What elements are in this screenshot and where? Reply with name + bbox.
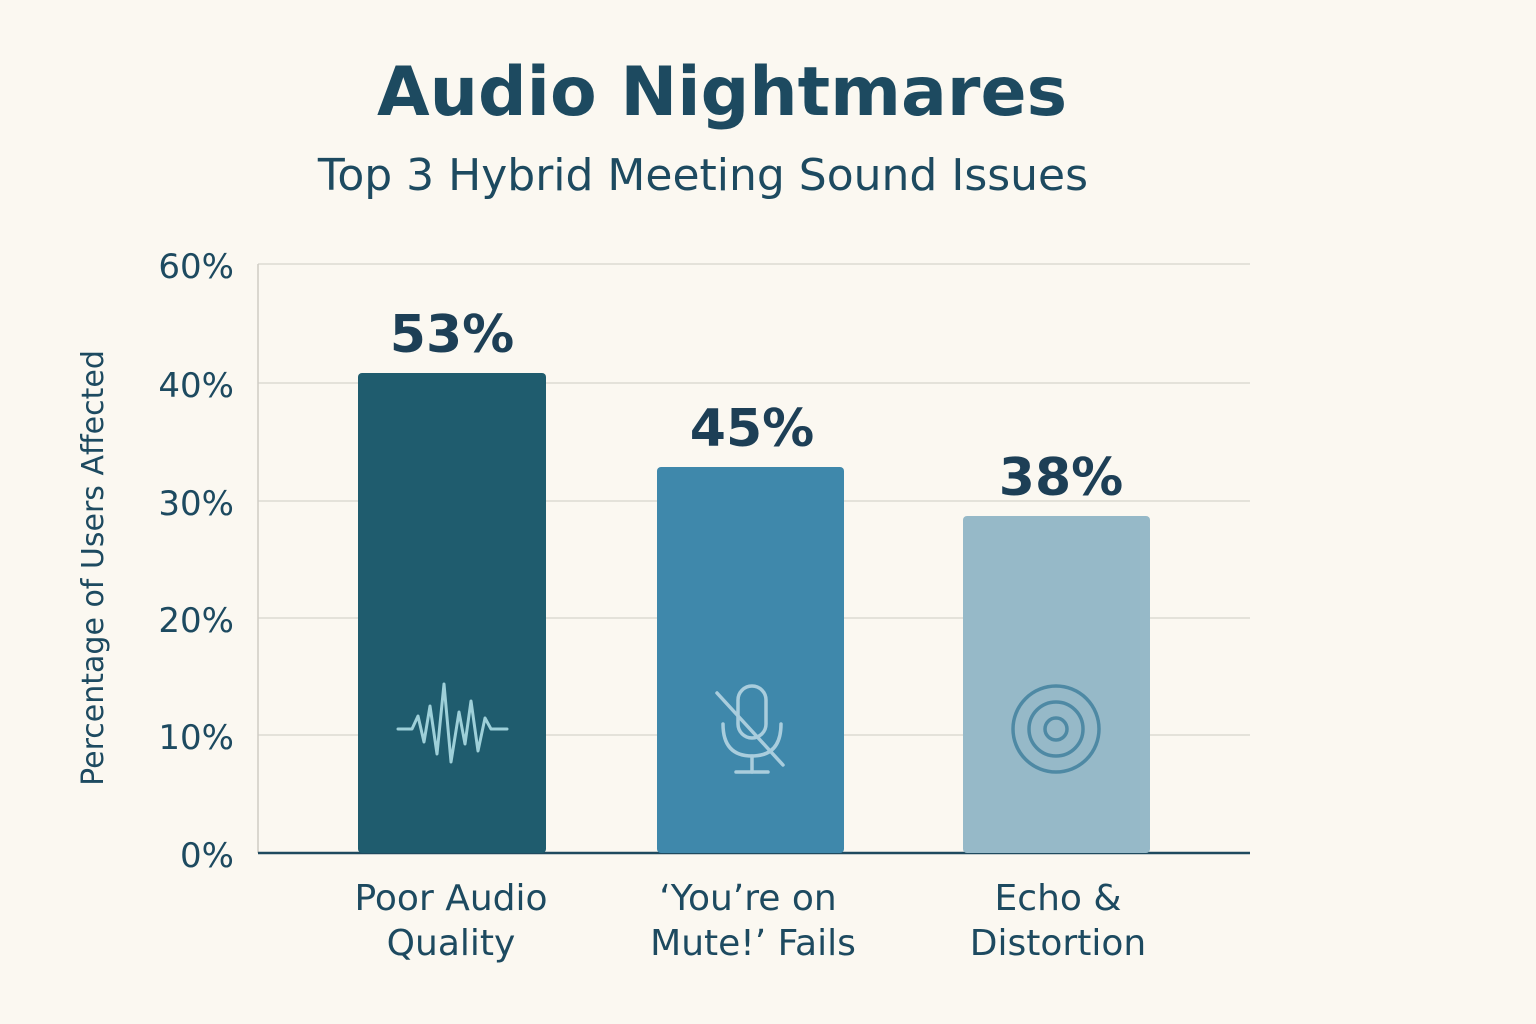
y-axis-label: Percentage of Users Affected	[76, 350, 111, 786]
category-label: Distortion	[970, 923, 1146, 964]
bar-poor-audio-quality	[358, 373, 546, 853]
value-label: 53%	[390, 305, 514, 365]
echo-rings-icon	[1011, 684, 1101, 774]
category-label: Mute!’ Fails	[650, 923, 856, 964]
category-label: Quality	[387, 923, 516, 964]
y-tick-label: 60%	[158, 247, 234, 287]
chart-subtitle: Top 3 Hybrid Meeting Sound Issues	[317, 150, 1088, 201]
y-tick-label: 40%	[158, 366, 234, 406]
y-tick-label: 30%	[158, 484, 234, 524]
value-label: 38%	[999, 448, 1123, 508]
y-tick-label: 10%	[158, 718, 234, 758]
muted-microphone-icon	[715, 684, 785, 774]
category-label: Echo &	[995, 878, 1122, 919]
bar-youre-on-mute-fails	[657, 467, 844, 853]
x-tick-labels: Poor Audio Quality ‘You’re on Mute!’ Fai…	[354, 878, 1146, 964]
y-tick-label: 0%	[180, 836, 234, 876]
y-tick-label: 20%	[158, 601, 234, 641]
value-label: 45%	[690, 399, 814, 459]
category-label: Poor Audio	[354, 878, 547, 919]
category-label: ‘You’re on	[659, 878, 836, 919]
waveform-icon	[396, 682, 509, 764]
chart-title: Audio Nightmares	[377, 53, 1067, 132]
y-tick-labels: 60% 40% 30% 20% 10% 0%	[158, 247, 234, 876]
